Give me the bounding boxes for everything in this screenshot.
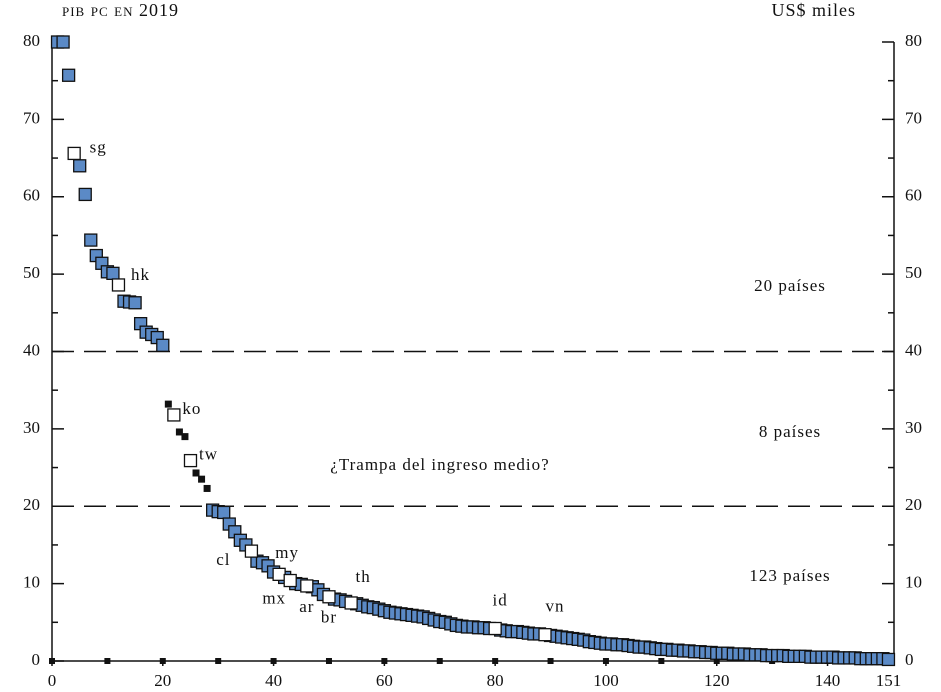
y-axis-label: pib pc en 2019: [62, 0, 179, 20]
point: [881, 652, 896, 667]
x-tick-label: 40: [265, 671, 282, 690]
y-tick-label: 80: [23, 31, 40, 50]
point: [272, 567, 286, 581]
point-label: tw: [199, 445, 218, 464]
x-minor-tick: [215, 658, 222, 664]
y-tick-label: 30: [23, 418, 40, 437]
y-tick-label: 10: [23, 573, 40, 592]
point: [167, 408, 181, 422]
x-tick-label: 0: [48, 671, 57, 690]
point: [538, 628, 552, 642]
point: [322, 590, 336, 604]
point: [181, 433, 189, 441]
y2-tick-label: 50: [905, 263, 922, 282]
y2-tick-label: 60: [905, 186, 922, 205]
x-minor-tick: [436, 658, 443, 664]
x-tick-label: 60: [376, 671, 393, 690]
y2-tick-label: 70: [905, 108, 922, 127]
point: [488, 621, 502, 636]
point-label: my: [275, 543, 299, 562]
point: [78, 187, 92, 202]
point: [283, 573, 297, 588]
annotation: 123 países: [749, 566, 830, 585]
x-minor-tick: [547, 658, 554, 664]
point-label: hk: [131, 265, 150, 284]
annotation: 8 países: [759, 422, 821, 441]
y-tick-label: 50: [23, 263, 40, 282]
x-minor-tick: [270, 658, 277, 664]
point-label: th: [356, 567, 371, 586]
point: [73, 159, 87, 173]
point: [203, 484, 211, 492]
x-minor-tick: [381, 658, 388, 664]
point: [106, 266, 120, 281]
point-label: id: [493, 590, 508, 609]
x-minor-tick: [492, 658, 499, 664]
x-minor-tick: [602, 658, 609, 664]
point: [128, 296, 142, 310]
x-minor-tick: [713, 658, 720, 664]
x-tick-label: 100: [593, 671, 619, 690]
x-minor-tick: [325, 658, 332, 664]
point: [164, 400, 172, 408]
x-minor-tick: [159, 658, 166, 664]
point: [84, 233, 98, 247]
point-label: ar: [299, 597, 314, 616]
x-tick-label: 140: [815, 671, 841, 690]
y2-tick-label: 30: [905, 418, 922, 437]
x-tick-label: 151: [876, 671, 902, 690]
x-tick-label: 20: [154, 671, 171, 690]
annotation: 20 países: [754, 276, 826, 295]
y-tick-label: 40: [23, 340, 40, 359]
y2-tick-label: 0: [905, 650, 914, 669]
y2-tick-label: 10: [905, 573, 922, 592]
point: [67, 146, 81, 161]
point: [61, 68, 76, 82]
point: [56, 35, 70, 49]
point: [183, 453, 198, 468]
x-minor-tick: [658, 658, 665, 664]
annotation: ¿Trampa del ingreso medio?: [330, 455, 549, 474]
point-label: br: [321, 608, 337, 627]
x-minor-tick: [104, 658, 111, 664]
point-label: mx: [262, 588, 286, 607]
point: [344, 596, 358, 610]
y2-axis-label: US$ miles: [771, 0, 856, 20]
point-label: ko: [182, 399, 201, 418]
point: [156, 338, 170, 352]
point: [111, 278, 126, 292]
point: [217, 505, 231, 520]
y-tick-label: 60: [23, 186, 40, 205]
y-tick-label: 0: [32, 650, 41, 669]
point: [198, 475, 206, 483]
y-tick-label: 70: [23, 108, 40, 127]
point: [192, 469, 200, 477]
x-minor-tick: [49, 658, 55, 664]
y2-tick-label: 80: [905, 31, 922, 50]
point-label: cl: [216, 550, 230, 569]
point: [244, 544, 259, 558]
point-label: sg: [90, 137, 107, 156]
point-label: vn: [546, 597, 565, 616]
x-tick-label: 120: [704, 671, 730, 690]
point: [300, 579, 314, 593]
y2-tick-label: 20: [905, 495, 922, 514]
x-tick-label: 80: [487, 671, 504, 690]
y2-tick-label: 40: [905, 340, 922, 359]
point: [175, 428, 183, 436]
y-tick-label: 20: [23, 495, 40, 514]
